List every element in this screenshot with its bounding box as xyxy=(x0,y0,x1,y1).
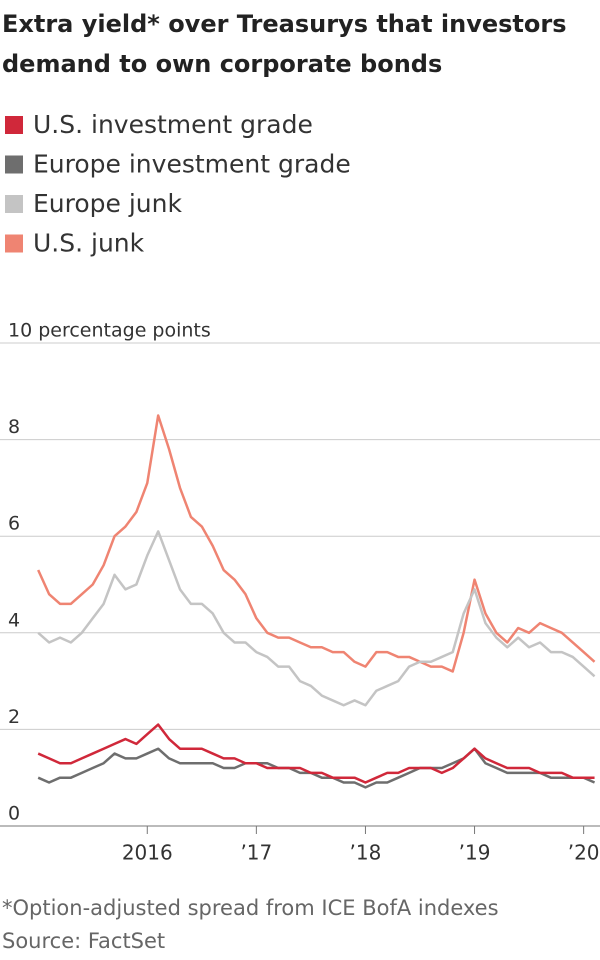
legend-label: U.S. investment grade xyxy=(33,110,313,139)
chart-title: Extra yield* over Treasurys that investo… xyxy=(2,10,567,78)
x-tick-label: ’18 xyxy=(350,841,382,865)
legend-swatch xyxy=(5,116,23,134)
source: Source: FactSet xyxy=(2,929,166,953)
series-line xyxy=(37,747,596,789)
series-line xyxy=(37,530,596,707)
legend-swatch xyxy=(5,195,23,213)
legend-swatch xyxy=(5,155,23,174)
y-tick-label: 8 xyxy=(8,416,20,438)
y-tick-label: 6 xyxy=(8,513,20,535)
y-tick-label: 2 xyxy=(8,706,20,728)
x-tick-label: ’19 xyxy=(459,841,491,865)
y-tick-label: 0 xyxy=(8,803,20,825)
x-tick-label: ’20 xyxy=(568,841,600,865)
x-tick-label: ’17 xyxy=(240,841,272,865)
footnote: *Option-adjusted spread from ICE BofA in… xyxy=(2,896,499,920)
series-line xyxy=(37,723,595,784)
x-tick-label: 2016 xyxy=(122,841,173,865)
legend-label: Europe investment grade xyxy=(33,150,351,179)
y-tick-label: 4 xyxy=(8,609,20,631)
legend-swatch xyxy=(5,234,23,253)
legend-label: U.S. junk xyxy=(33,229,145,258)
legend-label: Europe junk xyxy=(33,189,182,218)
y-tick-label: 10 percentage points xyxy=(8,320,211,342)
series-line xyxy=(37,414,596,673)
